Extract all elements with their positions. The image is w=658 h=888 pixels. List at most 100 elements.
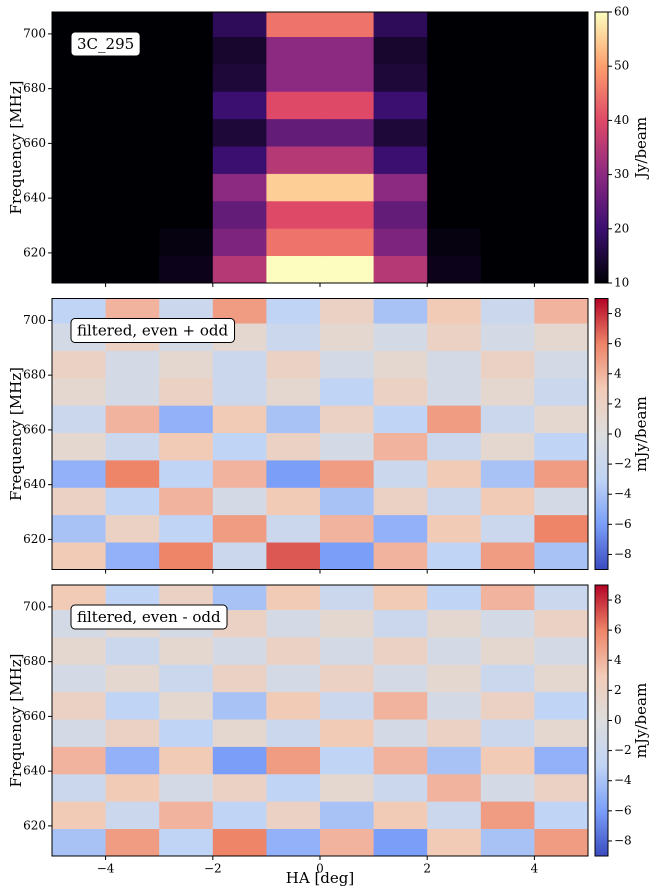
heatmap-cell [212,514,267,543]
heatmap-cell [373,585,428,611]
heatmap-cell [320,542,374,570]
heatmap-cell [320,637,374,665]
heatmap-cell [105,719,160,747]
heatmap-cell [480,64,535,92]
heatmap-cell [427,487,482,516]
heatmap-cell [159,542,214,570]
annotation-text: filtered, even + odd [77,322,229,340]
heatmap-cell [52,691,106,720]
heatmap-cell [159,460,214,488]
heatmap-cell [105,691,160,720]
heatmap-cell [212,91,267,120]
heatmap-cell [52,542,106,570]
heatmap-cell [212,432,267,461]
heatmap-cell [480,91,535,120]
heatmap-cell [373,323,428,351]
heatmap-cell [480,323,535,351]
colorbar-tick-label: 6 [614,336,622,350]
heatmap-cell [159,228,214,257]
heatmap-cell [105,118,160,147]
heatmap-cell [534,609,589,638]
y-tick-label: 700 [23,599,46,613]
heatmap-cell [212,118,267,147]
heatmap-cell [480,828,535,857]
heatmap-cell [534,746,589,775]
heatmap-cell [534,585,589,611]
heatmap-cell [320,12,374,38]
heatmap-cell [320,200,374,229]
y-tick-label: 640 [23,477,46,491]
heatmap-cell [266,487,321,516]
heatmap-cell [266,719,321,747]
heatmap-cell [320,691,374,720]
heatmap-cell [534,323,589,351]
x-tick-label: 2 [423,862,431,876]
heatmap-cell [320,432,374,461]
colorbar-tick-label: −8 [614,547,632,561]
heatmap-cell [427,323,482,351]
heatmap-cell [212,350,267,379]
heatmap-cell [105,200,160,229]
heatmap-cell [427,64,482,92]
heatmap-cell [373,255,428,284]
colorbar-tick-label: 2 [614,683,622,697]
heatmap-cell [480,255,535,284]
heatmap-cell [427,377,482,406]
heatmap-cell [480,36,535,65]
heatmap-cell [480,146,535,174]
heatmap-cell [534,173,589,202]
colorbar-tick-label: −2 [614,743,632,757]
annotation-box [70,31,141,57]
heatmap-cell [52,405,106,434]
heatmap-cell [52,460,106,488]
heatmap-cell [212,36,267,65]
heatmap-cell [159,828,214,857]
heatmap-cell [212,773,267,802]
heatmap-cell [159,36,214,65]
heatmap-cell [105,377,160,406]
heatmap-cell [159,255,214,284]
heatmap-cell [266,432,321,461]
heatmap-cell [320,118,374,147]
heatmap-cell [480,514,535,543]
heatmap-cell [534,64,589,92]
heatmap-cell [320,323,374,351]
heatmap-cell [266,118,321,147]
heatmap-cell [266,828,321,857]
colorbar [594,11,609,284]
heatmap-cell [266,255,321,284]
colorbar-tick-label: −8 [614,833,632,847]
heatmap-cell [373,118,428,147]
heatmap-cell [534,36,589,65]
heatmap-cell [52,719,106,747]
heatmap-cell [373,746,428,775]
colorbar-tick-label: 0 [614,427,622,441]
heatmap-cell [52,801,106,830]
heatmap-cell [105,773,160,802]
heatmap-cell [159,405,214,434]
colorbar-tick-label: 0 [614,713,622,727]
heatmap-cell [320,146,374,174]
heatmap-cell [105,173,160,202]
heatmap-cell [320,514,374,543]
colorbar-tick-label: 10 [614,276,629,290]
heatmap-cell [52,432,106,461]
heatmap-cell [320,585,374,611]
x-tick-label: 0 [316,862,324,876]
colorbar-tick-label: 60 [614,5,629,19]
heatmap-cell [266,405,321,434]
heatmap-cell [427,146,482,174]
heatmap-cell [159,664,214,693]
heatmap-cell [534,432,589,461]
heatmap-cell [320,173,374,202]
heatmap-cell [427,691,482,720]
y-tick-label: 680 [23,654,46,668]
colorbar-tick-label: 2 [614,396,622,410]
heatmap-cell [159,691,214,720]
heatmap-cell [105,637,160,665]
heatmap-cell [427,173,482,202]
heatmap-cell [320,64,374,92]
heatmap-cell [320,719,374,747]
heatmap-cell [159,146,214,174]
